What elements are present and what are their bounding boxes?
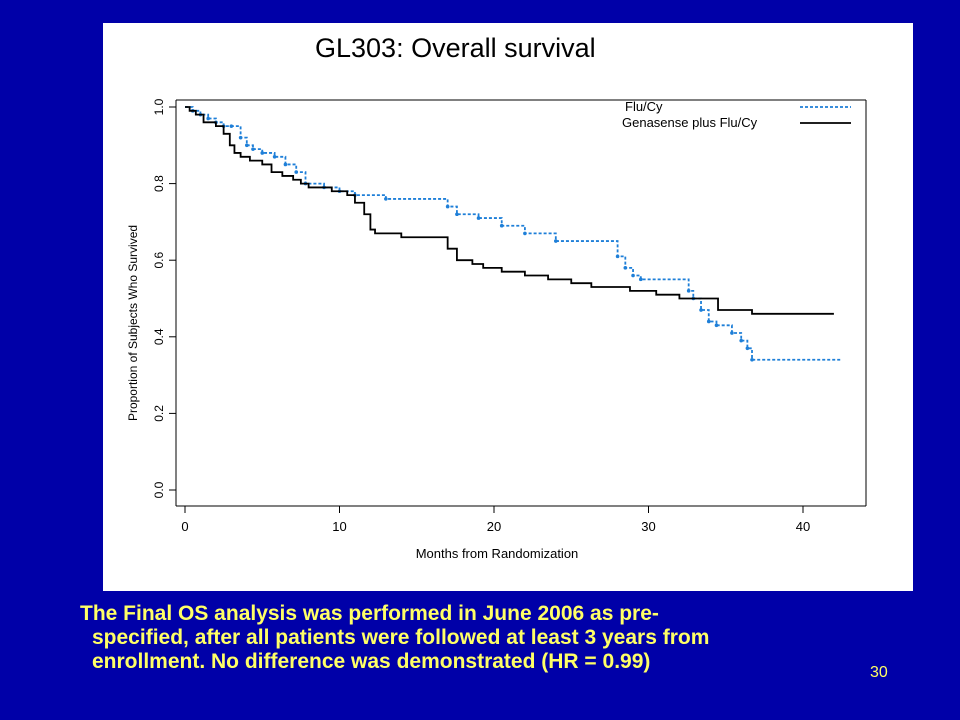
x-tick-label: 10 <box>332 519 346 534</box>
censor-mark <box>229 124 234 128</box>
censor-mark <box>445 204 450 209</box>
censor-mark <box>750 357 754 362</box>
censor-mark <box>238 135 243 140</box>
legend-label: Genasense plus Flu/Cy <box>622 115 758 130</box>
page-number: 30 <box>870 664 888 681</box>
x-tick-label: 0 <box>181 519 188 534</box>
series-line-genasense-flu-cy <box>185 106 834 315</box>
y-tick-label: 0.6 <box>152 252 166 269</box>
y-tick-label: 0.4 <box>152 328 166 345</box>
caption-line-2: specified, after all patients were follo… <box>92 626 710 649</box>
censor-mark <box>294 170 299 174</box>
censor-mark <box>455 212 459 217</box>
censor-mark <box>730 331 734 335</box>
censor-mark <box>615 254 620 259</box>
y-tick-label: 1.0 <box>152 98 166 115</box>
censor-mark <box>554 239 558 243</box>
censor-mark <box>699 308 703 312</box>
censor-mark <box>245 143 249 148</box>
censor-mark <box>739 338 743 343</box>
censor-mark <box>206 116 210 121</box>
caption-line-3: enrollment. No difference was demonstrat… <box>92 650 651 673</box>
censor-mark <box>714 323 719 328</box>
x-tick-label: 20 <box>487 519 501 534</box>
series-line-flu-cy <box>185 106 842 361</box>
y-tick-label: 0.2 <box>152 405 166 422</box>
censor-mark <box>686 289 691 293</box>
x-tick-label: 40 <box>796 519 810 534</box>
x-tick-label: 30 <box>641 519 655 534</box>
slide-caption: The Final OS analysis was performed in J… <box>80 602 880 674</box>
censor-mark <box>476 216 481 220</box>
censor-mark <box>251 147 255 151</box>
censor-mark <box>706 319 711 324</box>
censor-mark <box>745 346 750 351</box>
y-axis-label: Proportion of Subjects Who Survived <box>126 225 140 421</box>
censor-mark <box>523 231 527 236</box>
y-tick-label: 0.0 <box>152 481 166 498</box>
censor-mark <box>272 154 277 159</box>
survival-plot: 0 10 20 30 40 0.0 0.2 0.4 0.6 0.8 1.0 Months from R… <box>126 98 867 561</box>
x-axis-label: Months from Randomization <box>416 546 579 561</box>
censor-mark <box>638 277 643 282</box>
legend-label: Flu/Cy <box>625 99 663 114</box>
chart-title: GL303: Overall survival <box>315 33 596 63</box>
censor-mark <box>623 266 628 270</box>
censor-mark <box>499 223 504 228</box>
y-tick-label: 0.8 <box>152 175 166 192</box>
caption-line-1: The Final OS analysis was performed in J… <box>80 602 659 625</box>
censor-mark <box>260 151 265 155</box>
chart-panel: GL303: Overall survival 0 10 20 30 40 0.0 0.2 0… <box>103 23 913 591</box>
censor-mark <box>283 162 288 167</box>
censor-mark <box>631 273 635 278</box>
censor-mark <box>384 197 388 201</box>
